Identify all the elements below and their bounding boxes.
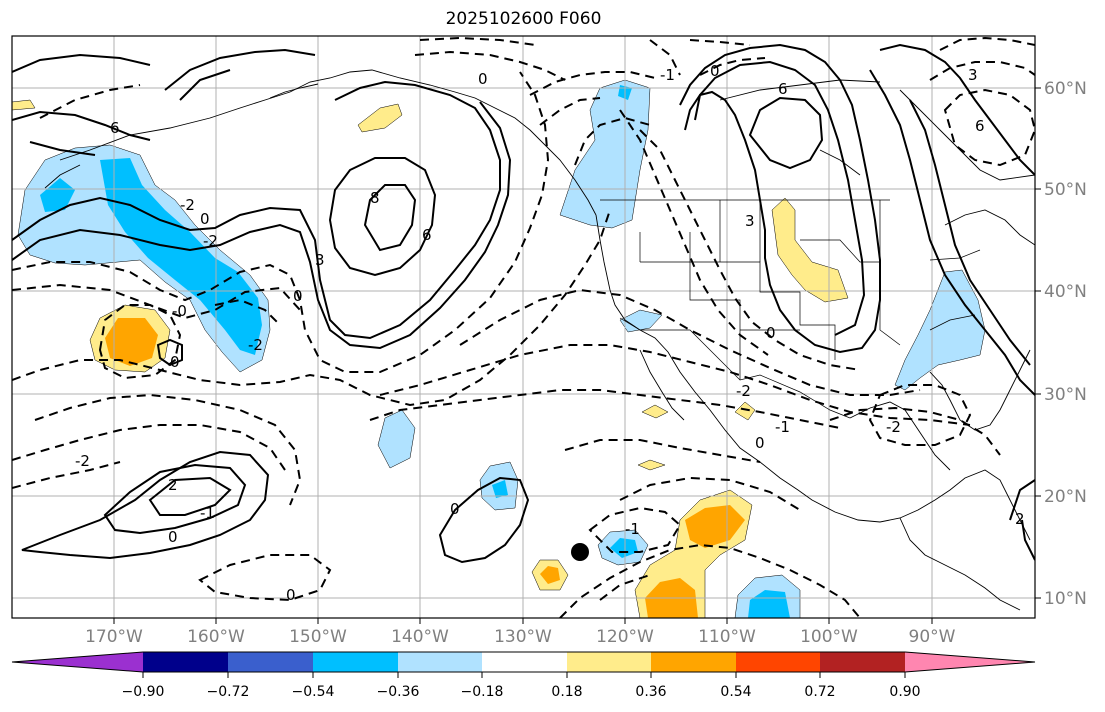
contour-label: -1 [660,66,675,84]
colorbar-extend-high [905,652,1035,672]
contour-label: -2 [180,196,195,214]
colorbar-segment [143,652,228,672]
contour-label: 0 [200,210,210,228]
shade-yellow-small-mexico-2 [734,401,756,421]
lat-label-30n: 30°N [1044,385,1087,405]
contour-label: 6 [110,119,120,137]
contour-label: 0 [478,70,488,88]
lon-label-170w: 170°W [85,627,143,647]
lon-label-160w: 160°W [187,627,245,647]
lon-label-130w: 130°W [494,627,552,647]
shade-blue-tropic-2 [610,538,638,558]
lon-label-140w: 140°W [391,627,449,647]
lon-label-150w: 150°W [289,627,347,647]
contour-label: 3 [745,212,755,230]
colorbar-tick-label: −0.72 [207,684,250,700]
contour-label: 3 [315,251,325,269]
contours-positive [12,43,1035,564]
lat-label-60n: 60°N [1044,79,1087,99]
contour-label: -2 [886,418,901,436]
contour-label: 8 [370,189,380,207]
latitude-axis: 60°N 50°N 40°N 30°N 20°N 10°N [1035,79,1087,609]
colorbar-tick-label: 0.72 [804,684,835,700]
colorbar-extend-low [12,652,143,672]
station-dot [571,543,589,561]
lat-label-20n: 20°N [1044,487,1087,507]
shade-blue-tropic-3 [748,590,790,618]
shade-yellow-small-mexico-1 [641,404,669,419]
contour-label: 3 [968,66,978,84]
colorbar-tick-label: −0.36 [377,684,420,700]
shade-blue-small-west [40,178,75,212]
colorbar-segment [228,652,313,672]
colorbar-segment [567,652,651,672]
lat-label-50n: 50°N [1044,180,1087,200]
contour-label: 6 [975,117,985,135]
contour-label: -2 [736,382,751,400]
longitude-axis: 170°W 160°W 150°W 140°W 130°W 120°W 110°… [85,618,956,647]
contour-label: 6 [422,226,432,244]
contour-label: -1 [775,418,790,436]
contour-label: 2 [168,476,178,494]
contour-label: 6 [778,80,788,98]
colorbar-segment [313,652,398,672]
contour-label: 0 [168,528,178,546]
lon-label-110w: 110°W [698,627,756,647]
contour-labels: 6 -2 0 -2 0 8 6 3 -0 0 -2 0 2 -2 -1 0 0 … [75,62,1025,604]
colorbar-tick-label: −0.54 [292,684,335,700]
shade-light-blue-baja [619,309,663,333]
colorbar: −0.90 −0.72 −0.54 −0.36 −0.18 0.18 0.36 … [11,651,1036,700]
colorbar-segment [736,652,820,672]
lon-label-90w: 90°W [909,627,956,647]
coastlines [44,69,1035,611]
lon-label-100w: 100°W [800,627,858,647]
contour-label: 0 [755,434,765,452]
colorbar-tick-label: −0.90 [122,684,165,700]
colorbar-segment [820,652,905,672]
contour-label: -0 [172,302,187,320]
colorbar-tick-label: 0.54 [720,684,751,700]
contour-label: -2 [75,452,90,470]
contour-label: 0 [170,353,180,371]
contour-label: -1 [200,504,215,522]
colorbar-segment [651,652,736,672]
lat-label-10n: 10°N [1044,589,1087,609]
lat-label-40n: 40°N [1044,282,1087,302]
contour-label: -2 [203,232,218,250]
shade-orange-west-pacific [105,318,158,366]
contour-label: -1 [625,520,640,538]
shade-blue-tropic-1 [492,480,508,498]
contour-label: 0 [766,324,776,342]
contour-label: 0 [710,62,720,80]
colorbar-tick-label: −0.18 [461,684,504,700]
colorbar-segment [398,652,482,672]
contours-negative [12,36,1035,618]
shade-orange-east-pacific-1 [685,505,745,548]
shade-light-blue-mid-pacific [377,409,416,469]
colorbar-segment [482,652,567,672]
colorbar-tick-label: 0.36 [635,684,666,700]
contour-label: 0 [450,500,460,518]
lon-label-120w: 120°W [596,627,654,647]
colorbar-tick-label: 0.18 [551,684,582,700]
contour-label: 0 [286,586,296,604]
map-title: 2025102600 F060 [445,9,602,29]
contour-label: -2 [248,336,263,354]
shade-orange-tropic-small [540,566,560,584]
contour-label: 0 [293,287,303,305]
shade-yellow-small-mexico-3 [637,459,666,471]
shade-yellow-gulf-alaska [357,103,403,133]
shade-yellow-west-edge [12,99,36,111]
political-borders [600,199,981,419]
colorbar-tick-label: 0.90 [889,684,920,700]
contour-label: 2 [1015,510,1025,528]
